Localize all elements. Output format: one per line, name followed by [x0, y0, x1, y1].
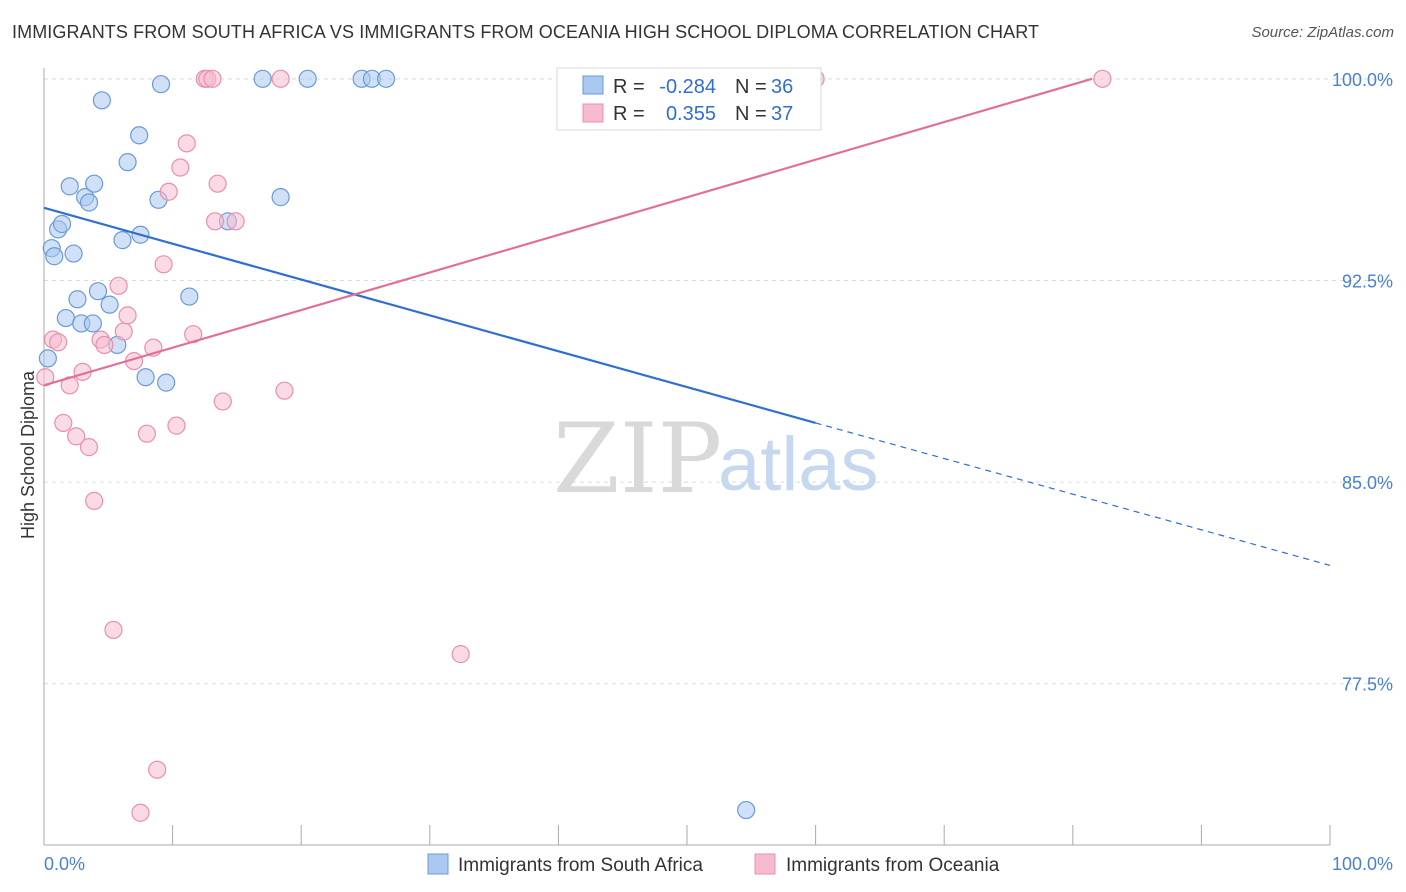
point-south-africa: [38, 349, 57, 368]
watermark-atlas: atlas: [718, 422, 879, 507]
point-south-africa: [271, 188, 290, 207]
legend-n-value-2: 37: [771, 103, 793, 125]
point-oceania: [49, 333, 68, 352]
point-oceania: [271, 69, 290, 88]
legend-swatch-pink: [582, 103, 604, 123]
point-south-africa: [79, 193, 99, 212]
point-oceania: [205, 212, 225, 231]
axes-layer: 77.5% 85.0% 92.5% 100.0% 0.0% 100.0%: [43, 68, 1393, 874]
series-legend-swatch-pink: [754, 853, 776, 875]
y-tick-label: 85.0%: [1342, 473, 1393, 493]
legend-n-value-1: 36: [771, 76, 793, 98]
point-oceania: [159, 182, 178, 201]
point-oceania: [131, 803, 150, 822]
point-oceania: [213, 392, 232, 411]
trendline-south-africa-extension: [815, 422, 1331, 566]
points-layer: [36, 69, 1112, 822]
point-oceania: [208, 174, 227, 193]
point-oceania: [79, 438, 99, 457]
correlation-legend: R = -0.284 N = 36 R = 0.355 N = 37: [556, 67, 822, 131]
point-south-africa: [45, 247, 64, 266]
point-oceania: [67, 427, 86, 446]
legend-r-label-2: R =: [613, 103, 645, 125]
trend-layer: [43, 77, 1331, 566]
series-legend-label-blue: Immigrants from South Africa: [458, 855, 703, 876]
point-oceania: [275, 381, 294, 400]
point-south-africa: [68, 290, 87, 309]
point-south-africa: [136, 368, 155, 387]
point-south-africa: [376, 69, 396, 88]
point-oceania: [167, 416, 186, 435]
point-south-africa: [737, 800, 756, 820]
point-south-africa: [118, 153, 137, 172]
point-south-africa: [52, 214, 72, 234]
point-south-africa: [157, 373, 176, 392]
point-south-africa: [83, 314, 102, 333]
grid-layer: [44, 78, 1390, 685]
legend-swatch-blue: [582, 75, 604, 95]
legend-r-label-1: R =: [613, 76, 645, 98]
legend-r-value-1: -0.284: [659, 76, 716, 98]
point-oceania: [114, 322, 133, 341]
point-oceania: [203, 69, 222, 88]
point-south-africa: [56, 308, 75, 328]
point-oceania: [171, 158, 190, 177]
point-oceania: [177, 134, 196, 153]
point-south-africa: [64, 244, 83, 263]
point-south-africa: [253, 69, 272, 88]
series-legend-swatch-blue: [427, 853, 449, 875]
y-tick-label: 100.0%: [1332, 70, 1393, 90]
point-oceania: [451, 645, 470, 664]
source-credit: Source: ZipAtlas.com: [1251, 24, 1394, 41]
y-tick-label: 92.5%: [1342, 271, 1393, 291]
legend-n-label-1: N =: [735, 76, 767, 98]
watermark-zip: ZIP: [553, 403, 722, 515]
trendline-south-africa: [43, 206, 816, 424]
point-oceania: [148, 760, 167, 779]
x-tick-label-min: 0.0%: [44, 854, 85, 874]
point-south-africa: [180, 287, 199, 306]
point-south-africa: [92, 91, 111, 110]
point-oceania: [226, 212, 245, 231]
point-oceania: [54, 413, 73, 433]
point-oceania: [1093, 69, 1112, 88]
legend-n-label-2: N =: [735, 103, 767, 125]
point-oceania: [137, 424, 156, 443]
point-oceania: [109, 276, 128, 295]
point-south-africa: [113, 231, 132, 250]
point-south-africa: [60, 177, 79, 196]
point-south-africa: [88, 282, 108, 301]
point-south-africa: [85, 174, 104, 193]
legend-r-value-2: 0.355: [666, 103, 716, 125]
point-south-africa: [130, 126, 149, 145]
point-oceania: [104, 620, 123, 640]
y-tick-label: 77.5%: [1342, 675, 1393, 695]
y-axis-label: High School Diploma: [18, 370, 38, 539]
chart-title: IMMIGRANTS FROM SOUTH AFRICA VS IMMIGRAN…: [12, 22, 1040, 42]
series-legend: Immigrants from South Africa Immigrants …: [427, 853, 1000, 876]
point-oceania: [154, 255, 173, 274]
point-oceania: [85, 491, 104, 510]
point-south-africa: [100, 295, 119, 314]
point-south-africa: [151, 75, 171, 94]
watermark: ZIP atlas: [553, 403, 879, 515]
x-tick-label-max: 100.0%: [1332, 854, 1393, 874]
series-legend-label-pink: Immigrants from Oceania: [786, 855, 1000, 876]
point-oceania: [95, 335, 114, 355]
point-oceania: [118, 306, 137, 325]
point-south-africa: [298, 69, 317, 88]
trendline-oceania: [43, 77, 1093, 387]
